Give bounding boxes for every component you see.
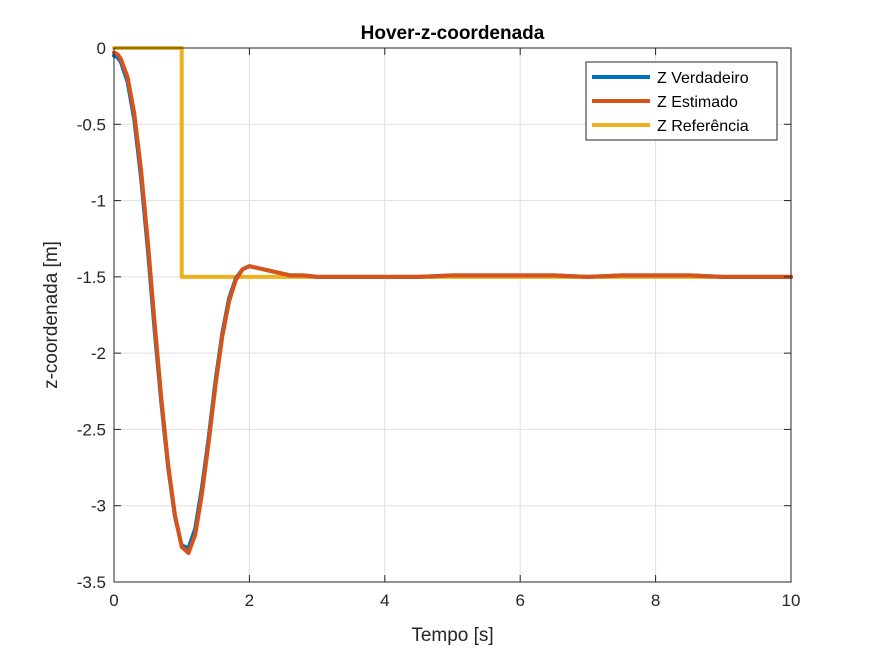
y-tick-label: -1.5: [77, 268, 106, 287]
legend-label: Z Referência: [657, 118, 749, 135]
series-line-1: [112, 50, 793, 556]
y-tick-label: -3: [91, 497, 106, 516]
x-tick-label: 4: [380, 591, 389, 610]
x-tick-label: 10: [782, 591, 801, 610]
x-tick-label: 2: [245, 591, 254, 610]
y-tick-label: -1: [91, 192, 106, 211]
legend: Z Verdadeiro Z Estimado Z Referência: [585, 61, 778, 141]
ticks: 0 2 4 6 8 10 0 -0.5 -1 -1.5 -2 -2.5 -3 -3.5: [77, 39, 801, 610]
x-axis-label: Tempo [s]: [411, 625, 493, 646]
y-tick-label: -3.5: [77, 573, 106, 592]
legend-label: Z Verdadeiro: [657, 70, 749, 87]
y-tick-label: -0.5: [77, 115, 106, 134]
y-tick-label: -2.5: [77, 420, 106, 439]
x-tick-label: 0: [109, 591, 118, 610]
x-tick-label: 8: [651, 591, 660, 610]
y-tick-label: 0: [97, 39, 106, 58]
chart-title: Hover-z-coordenada: [361, 23, 545, 44]
y-tick-label: -2: [91, 344, 106, 363]
x-tick-label: 6: [515, 591, 524, 610]
legend-label: Z Estimado: [657, 94, 738, 111]
y-axis-label: z-coordenada [m]: [41, 241, 62, 389]
axes-frame: [113, 47, 792, 583]
